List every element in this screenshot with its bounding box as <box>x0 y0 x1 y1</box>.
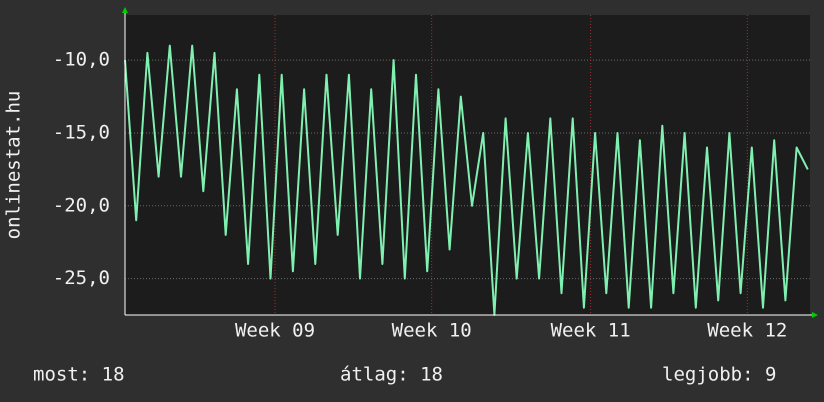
axis-arrow <box>122 7 128 13</box>
footer-stat: most: 18 <box>33 364 125 386</box>
x-tick-label: Week 10 <box>392 320 472 342</box>
y-axis-label: onlinestat.hu <box>3 91 25 240</box>
x-tick-label: Week 09 <box>235 320 315 342</box>
y-tick-label: -15,0 <box>53 121 110 143</box>
y-tick-label: -10,0 <box>53 49 110 71</box>
footer-stat: legjobb: 9 <box>662 364 776 386</box>
data-line <box>124 44 809 316</box>
grid <box>125 15 810 315</box>
x-tick-label: Week 12 <box>707 320 787 342</box>
axis-arrow <box>812 312 818 318</box>
y-tick-label: -20,0 <box>53 194 110 216</box>
y-tick-label: -25,0 <box>53 267 110 289</box>
x-tick-label: Week 11 <box>551 320 631 342</box>
footer-stat: átlag: 18 <box>340 364 443 386</box>
plot <box>124 44 809 316</box>
